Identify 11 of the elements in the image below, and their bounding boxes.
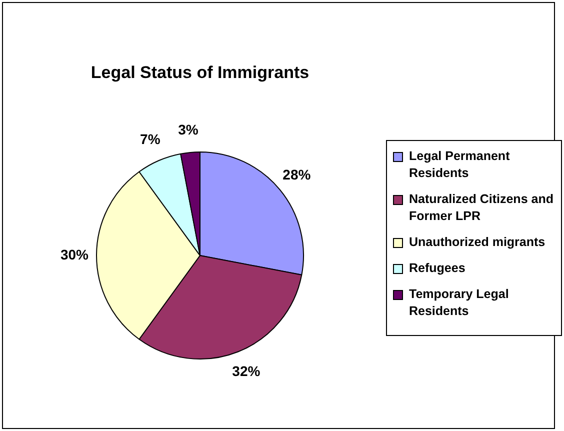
chart-title: Legal Status of Immigrants xyxy=(90,63,310,83)
data-label: 30% xyxy=(60,246,90,262)
data-label: 3% xyxy=(178,121,199,138)
legend-label: Naturalized Citizens and Former LPR xyxy=(409,191,554,225)
legend-label: Temporary Legal Residents xyxy=(409,286,510,320)
legend-label: Refugees xyxy=(409,260,466,277)
data-label: 32% xyxy=(232,363,261,380)
data-label: 28% xyxy=(282,166,312,182)
data-label: 7% xyxy=(140,131,161,148)
legend-label: Unauthorized migrants xyxy=(409,234,546,251)
legend-label: Legal Permanent Residents xyxy=(409,148,511,182)
